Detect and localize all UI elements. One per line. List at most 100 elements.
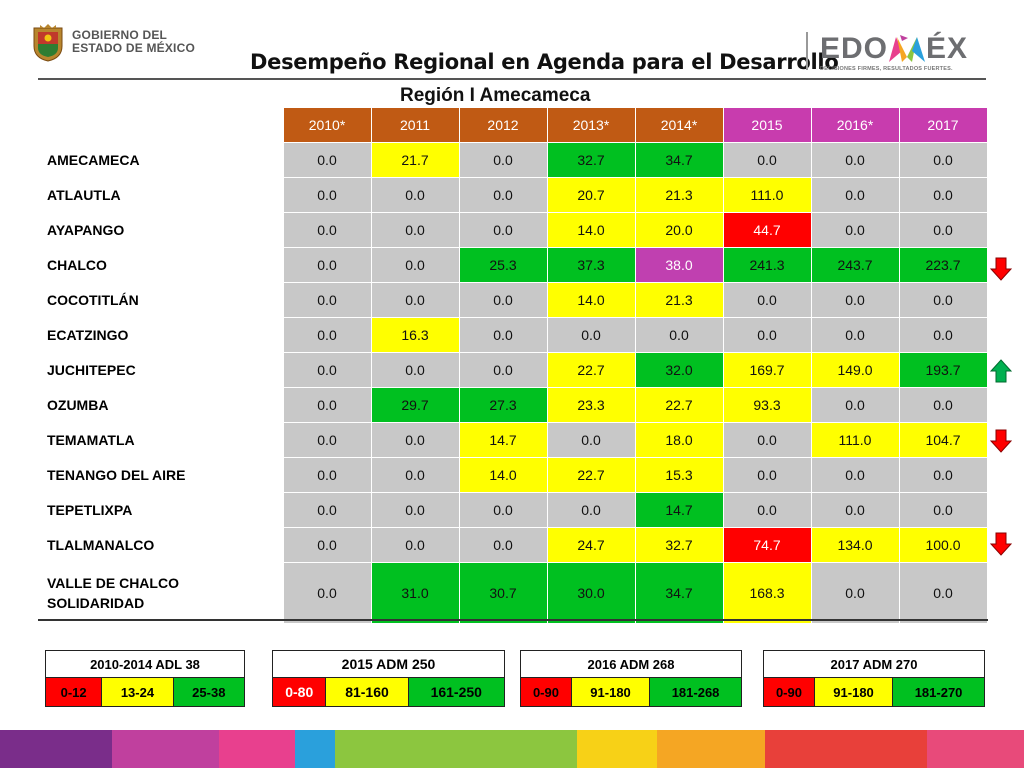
score-cell: 14.7: [634, 492, 724, 528]
score-cell: 37.3: [546, 247, 636, 283]
score-cell: 0.0: [370, 422, 460, 458]
score-cell: 93.3: [722, 387, 812, 423]
score-cell: 0.0: [370, 527, 460, 563]
score-cell: 18.0: [634, 422, 724, 458]
year-header: 2014*: [635, 108, 724, 143]
score-cell: 0.0: [282, 422, 372, 458]
score-cell: 0.0: [810, 177, 900, 213]
score-cell: 31.0: [370, 562, 460, 624]
score-cell: 0.0: [458, 282, 548, 318]
table-row: CHALCO 0.0 0.0 25.3 37.3 38.0 241.3 243.7 223.7: [38, 247, 988, 283]
score-cell: 21.7: [370, 142, 460, 178]
score-cell: 0.0: [722, 457, 812, 493]
municipality-name: OZUMBA: [38, 387, 283, 423]
municipality-name: TLALMANALCO: [38, 527, 283, 563]
legend-2016: 2016 ADM 268 0-90 91-180 181-268: [520, 650, 742, 707]
legend-2010-2014: 2010-2014 ADL 38 0-12 13-24 25-38: [44, 650, 246, 707]
municipality-name: VALLE DE CHALCO SOLIDARIDAD: [38, 562, 283, 624]
municipality-name: ECATZINGO: [38, 317, 283, 353]
municipality-name: TEPETLIXPA: [38, 492, 283, 528]
brand-text-start: EDO: [820, 32, 889, 65]
score-cell: 0.0: [282, 212, 372, 248]
score-cell: 0.0: [898, 142, 988, 178]
gov-line-1: GOBIERNO DEL: [72, 28, 168, 42]
legend-range-mid: 13-24: [101, 677, 174, 707]
year-header: 2011: [371, 108, 460, 143]
score-cell: 0.0: [810, 317, 900, 353]
score-cell: 0.0: [458, 212, 548, 248]
score-cell: 0.0: [810, 457, 900, 493]
score-cell: 243.7: [810, 247, 900, 283]
score-cell: 32.7: [546, 142, 636, 178]
legend-2017: 2017 ADM 270 0-90 91-180 181-270: [763, 650, 985, 707]
table-row: TLALMANALCO 0.0 0.0 0.0 24.7 32.7 74.7 134.0 100…: [38, 527, 988, 563]
header-corner: [38, 108, 284, 143]
score-cell: 0.0: [282, 282, 372, 318]
score-cell: 0.0: [282, 492, 372, 528]
table-row: VALLE DE CHALCO SOLIDARIDAD 0.0 31.0 30.7 30.…: [38, 562, 988, 624]
score-cell: 44.7: [722, 212, 812, 248]
table-row: ATLAUTLA 0.0 0.0 0.0 20.7 21.3 111.0 0.0 0.0: [38, 177, 988, 213]
score-cell: 22.7: [546, 352, 636, 388]
municipality-name-line: VALLE DE CHALCO: [47, 575, 179, 591]
score-cell: 0.0: [458, 527, 548, 563]
score-cell: 0.0: [282, 247, 372, 283]
table-row: COCOTITLÁN 0.0 0.0 0.0 14.0 21.3 0.0 0.0 0.0: [38, 282, 988, 318]
score-cell: 0.0: [282, 562, 372, 624]
table-bottom-rule: [38, 619, 988, 621]
score-cell: 168.3: [722, 562, 812, 624]
score-cell: 22.7: [546, 457, 636, 493]
legend-range-low: 0-80: [271, 677, 327, 707]
score-cell: 0.0: [722, 492, 812, 528]
region-title: Región I Amecameca: [400, 85, 591, 106]
trend-down-arrow-icon: [990, 257, 1012, 281]
score-cell: 0.0: [634, 317, 724, 353]
municipality-name: ATLAUTLA: [38, 177, 283, 213]
score-cell: 193.7: [898, 352, 988, 388]
table-row: AMECAMECA 0.0 21.7 0.0 32.7 34.7 0.0 0.0 0.0: [38, 142, 988, 178]
score-cell: 30.7: [458, 562, 548, 624]
score-cell: 0.0: [282, 352, 372, 388]
score-cell: 29.7: [370, 387, 460, 423]
stripe-segment: [577, 730, 657, 768]
score-cell: 0.0: [282, 457, 372, 493]
stripe-segment: [927, 730, 1024, 768]
score-cell: 14.7: [458, 422, 548, 458]
score-cell: 0.0: [458, 142, 548, 178]
legend-title: 2017 ADM 270: [763, 650, 985, 678]
score-cell: 0.0: [898, 387, 988, 423]
score-cell: 0.0: [810, 142, 900, 178]
score-cell: 0.0: [370, 212, 460, 248]
score-cell: 0.0: [898, 177, 988, 213]
brand-color-stripe: [0, 730, 1024, 768]
legend-range-high: 161-250: [407, 677, 506, 707]
municipality-name: AYAPANGO: [38, 212, 283, 248]
score-cell: 0.0: [810, 212, 900, 248]
score-cell: 0.0: [810, 492, 900, 528]
trend-up-arrow-icon: [990, 359, 1012, 383]
score-cell: 34.7: [634, 562, 724, 624]
state-seal-icon: [33, 24, 63, 62]
trend-down-arrow-icon: [990, 532, 1012, 556]
score-cell: 0.0: [898, 457, 988, 493]
table-row: AYAPANGO 0.0 0.0 0.0 14.0 20.0 44.7 0.0 0.0: [38, 212, 988, 248]
score-cell: 0.0: [282, 177, 372, 213]
score-cell: 21.3: [634, 282, 724, 318]
year-header: 2017: [899, 108, 988, 143]
stripe-segment: [765, 730, 927, 768]
score-cell: 25.3: [458, 247, 548, 283]
table-row: ECATZINGO 0.0 16.3 0.0 0.0 0.0 0.0 0.0 0.0: [38, 317, 988, 353]
score-cell: 14.0: [546, 282, 636, 318]
score-cell: 27.3: [458, 387, 548, 423]
score-cell: 169.7: [722, 352, 812, 388]
score-cell: 0.0: [810, 562, 900, 624]
score-cell: 0.0: [370, 352, 460, 388]
legend-range-high: 25-38: [172, 677, 246, 707]
score-cell: 20.0: [634, 212, 724, 248]
municipality-name: TENANGO DEL AIRE: [38, 457, 283, 493]
edomex-logo: EDO ÉX DECISIONES FIRMES, RESULTADOS FUE…: [820, 32, 988, 73]
score-cell: 0.0: [898, 212, 988, 248]
score-cell: 34.7: [634, 142, 724, 178]
performance-table: 2010* 2011 2012 2013* 2014* 2015 2016* 2…: [38, 108, 988, 624]
government-logo: GOBIERNO DEL ESTADO DE MÉXICO: [30, 22, 195, 62]
